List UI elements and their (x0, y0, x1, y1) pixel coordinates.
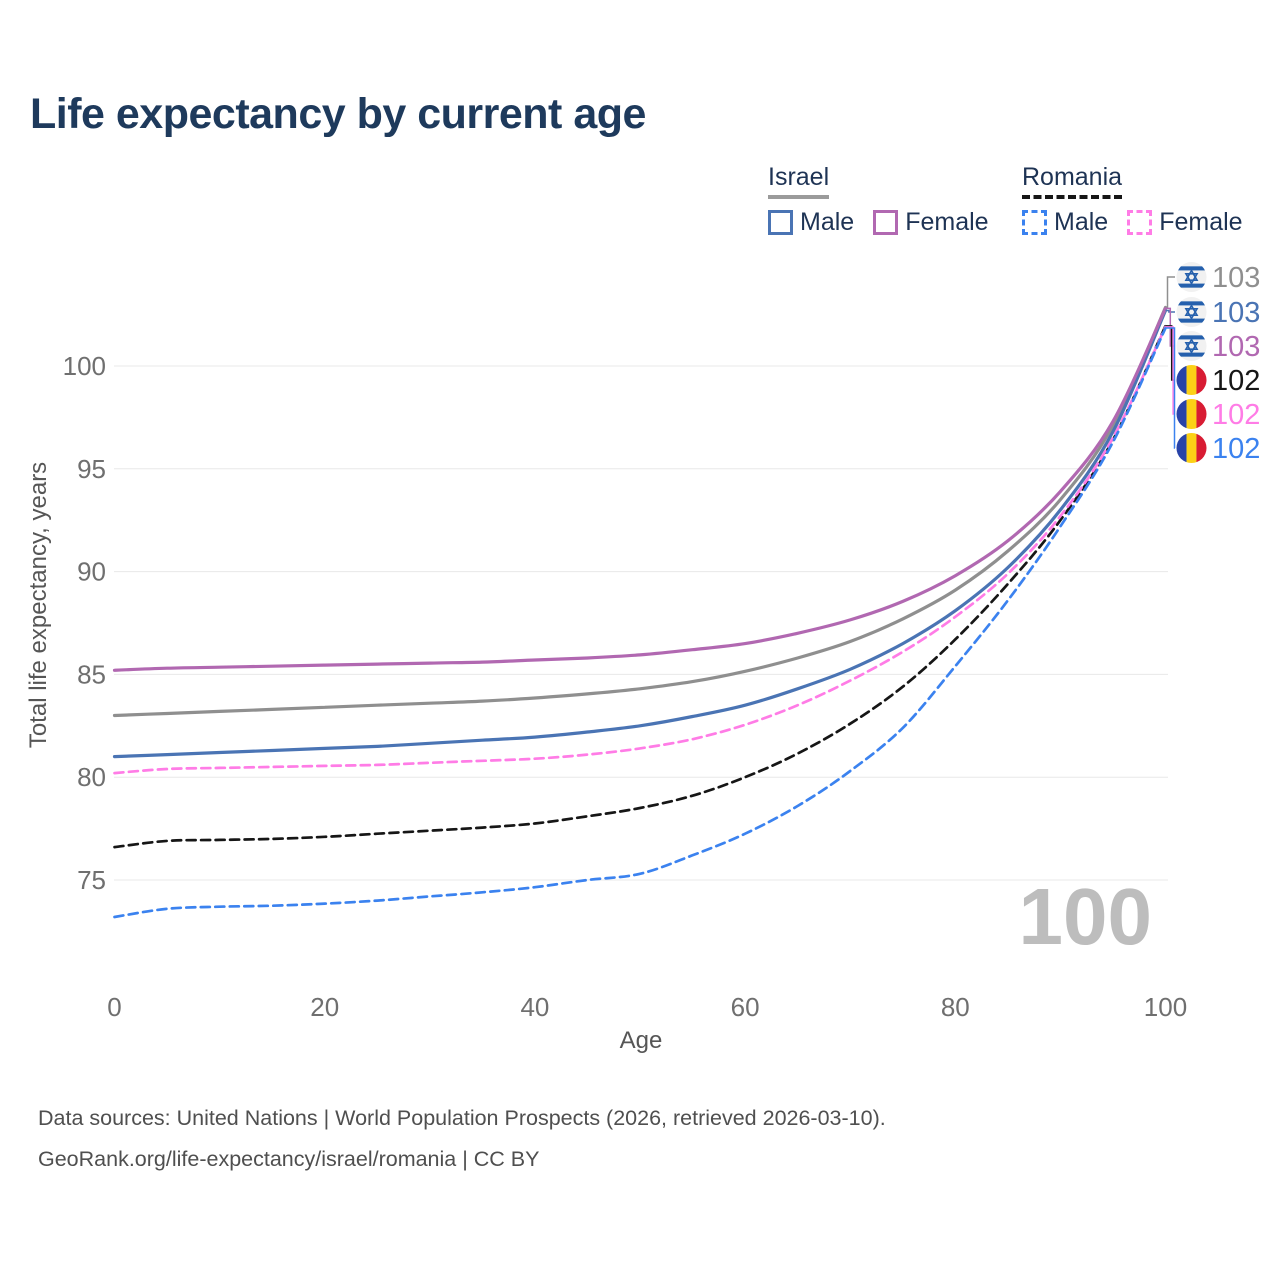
end-value-label: 102 (1212, 365, 1260, 397)
series-line-israel-female (112, 306, 1168, 672)
y-tick-label: 90 (77, 557, 106, 587)
y-tick-label: 75 (77, 865, 106, 895)
end-value-label: 102 (1212, 399, 1260, 431)
legend-label-romania-female: Female (1159, 208, 1243, 236)
legend-swatch-israel-female (873, 210, 899, 235)
chart-footer: Data sources: United Nations | World Pop… (38, 1098, 886, 1180)
legend-swatch-romania-male (1022, 210, 1047, 235)
legend-label-israel-female: Female (905, 208, 989, 236)
flag-icon-romania (1176, 433, 1206, 463)
age-watermark: 100 (1019, 872, 1152, 961)
series-line-israel (112, 305, 1168, 718)
footer-link: GeoRank.org/life-expectancy/israel/roman… (38, 1147, 540, 1171)
end-value-label: 103 (1212, 331, 1260, 363)
x-tick-label: 80 (941, 992, 970, 1022)
legend-swatch-israel-male (768, 210, 793, 235)
legend-items-israel: Male Female (768, 208, 1008, 237)
legend-country-romania: Romania (1022, 163, 1123, 199)
series-line-romania-female (113, 325, 1167, 775)
x-axis-title: Age (620, 1027, 663, 1054)
legend-country-israel: Israel (768, 163, 830, 199)
legend-label-romania-male: Male (1054, 208, 1109, 236)
end-label-connector (1165, 276, 1175, 309)
flag-icon-romania (1176, 399, 1206, 429)
grid-and-ticks: 75 80 85 90 95 100 0 20 40 60 80 100 (63, 351, 1188, 1022)
x-tick-label: 60 (731, 992, 760, 1022)
flag-icon-israel (1176, 262, 1207, 292)
end-label-connector (1165, 327, 1176, 449)
legend-items-romania: Male Female (1022, 208, 1262, 237)
footer-sources: Data sources: United Nations | World Pop… (38, 1106, 886, 1130)
series-line-israel-male (112, 308, 1168, 759)
flag-icon-israel (1176, 331, 1207, 361)
end-value-label: 103 (1212, 297, 1260, 329)
x-tick-label: 100 (1144, 992, 1187, 1022)
y-tick-label: 85 (77, 659, 106, 689)
legend-group-israel: Israel Male Female (768, 163, 1008, 237)
series-line-romania-male (113, 326, 1167, 919)
series-line-romania (113, 324, 1167, 849)
x-tick-label: 20 (310, 992, 339, 1022)
end-label-connector (1165, 309, 1175, 313)
flag-icon-romania (1176, 365, 1206, 395)
legend-swatch-romania-female (1127, 210, 1153, 235)
flag-icon-israel (1176, 297, 1207, 327)
legend-label-israel-male: Male (800, 208, 855, 236)
page-title: Life expectancy by current age (30, 90, 646, 138)
x-tick-label: 0 (107, 992, 121, 1022)
end-value-label: 102 (1212, 433, 1260, 465)
end-value-label: 103 (1212, 262, 1260, 294)
legend-group-romania: Romania Male Female (1022, 163, 1262, 237)
series-lines (112, 305, 1168, 919)
y-tick-label: 100 (63, 351, 106, 381)
y-tick-label: 80 (77, 762, 106, 792)
y-tick-label: 95 (77, 454, 106, 484)
y-axis-title: Total life expectancy, years (25, 462, 52, 748)
x-tick-label: 40 (520, 992, 549, 1022)
